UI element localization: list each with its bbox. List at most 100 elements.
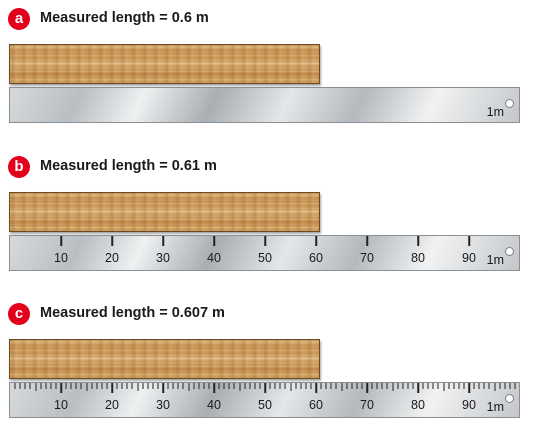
ruler-minor-tick <box>371 383 373 389</box>
ruler-number: 20 <box>105 398 119 412</box>
ruler-minor-tick <box>310 383 312 389</box>
ruler-major-tick <box>60 383 62 393</box>
ruler-minor-tick <box>483 383 485 389</box>
ruler-minor-tick <box>402 383 404 389</box>
ruler-minor-tick <box>142 383 144 389</box>
ruler-minor-tick <box>249 383 251 389</box>
ruler-major-tick <box>111 383 113 393</box>
ruler-minor-tick <box>259 383 261 389</box>
ruler-minor-tick <box>346 383 348 389</box>
ruler-minor-tick <box>325 383 327 389</box>
ruler-minor-tick <box>19 383 21 389</box>
ruler-minor-tick <box>24 383 26 389</box>
ruler-number: 60 <box>309 398 323 412</box>
ruler-minor-tick <box>320 383 322 389</box>
ruler-number: 30 <box>156 398 170 412</box>
ruler-number: 90 <box>462 251 476 265</box>
ruler-minor-tick <box>126 383 128 389</box>
ruler-minor-tick <box>432 383 434 389</box>
ruler-major-tick <box>417 383 419 393</box>
ruler-minor-tick <box>96 383 98 389</box>
ruler-minor-tick <box>335 383 337 389</box>
ruler-minor-tick <box>208 383 210 389</box>
ruler-major-tick <box>264 236 266 246</box>
ruler-minor-tick <box>80 383 82 389</box>
ruler-minor-tick <box>488 383 490 389</box>
ruler-hole <box>505 247 514 256</box>
ruler-minor-tick <box>157 383 159 389</box>
ruler-major-tick <box>366 236 368 246</box>
ruler-minor-tick <box>167 383 169 389</box>
ruler-minor-tick <box>121 383 123 389</box>
metre-ruler: 1m 10 20 30 40 50 60 70 80 90 <box>9 235 520 271</box>
ruler-major-tick <box>213 236 215 246</box>
ruler-number: 10 <box>54 398 68 412</box>
ruler-major-tick <box>162 236 164 246</box>
ruler-number: 50 <box>258 251 272 265</box>
ruler-number: 40 <box>207 398 221 412</box>
panel-badge: a <box>8 8 30 30</box>
ruler-major-tick <box>162 383 164 393</box>
ruler-minor-tick <box>473 383 475 389</box>
ruler-minor-tick <box>351 383 353 389</box>
ruler-minor-tick <box>182 383 184 389</box>
ruler-minor-tick <box>228 383 230 389</box>
wooden-block <box>9 192 320 232</box>
ruler-minor-tick <box>295 383 297 389</box>
ruler-minor-tick <box>29 383 31 389</box>
panel-title: Measured length = 0.61 m <box>40 158 217 174</box>
metre-ruler: 1m <box>9 87 520 123</box>
ruler-hole <box>505 99 514 108</box>
ruler-minor-tick <box>198 383 200 389</box>
panel-badge: c <box>8 303 30 325</box>
ruler-minor-tick <box>269 383 271 389</box>
ruler-minor-tick <box>509 383 511 389</box>
ruler-minor-tick <box>86 383 87 391</box>
ruler-minor-tick <box>279 383 281 389</box>
ruler-major-tick <box>468 236 470 246</box>
ruler-minor-tick <box>172 383 174 389</box>
ruler-minor-tick <box>239 383 240 391</box>
ruler-minor-tick <box>376 383 378 389</box>
ruler-minor-tick <box>137 383 138 391</box>
ruler-minor-tick <box>218 383 220 389</box>
ruler-minor-tick <box>386 383 388 389</box>
ruler-minor-tick <box>300 383 302 389</box>
wooden-block <box>9 339 320 379</box>
ruler-minor-tick <box>40 383 42 389</box>
ruler-minor-tick <box>70 383 72 389</box>
ruler-unit-label: 1m <box>486 105 504 119</box>
ruler-minor-tick <box>407 383 409 389</box>
ruler-minor-tick <box>412 383 414 389</box>
panel-b: b Measured length = 0.61 m 1m 10 20 30 40 50… <box>0 148 537 288</box>
ruler-major-tick <box>417 236 419 246</box>
ruler-minor-tick <box>50 383 52 389</box>
panel-c: c Measured length = 0.607 m 1m 10 20 30 40 5… <box>0 295 537 435</box>
ruler-major-tick <box>60 236 62 246</box>
ruler-number: 20 <box>105 251 119 265</box>
ruler-number: 10 <box>54 251 68 265</box>
ruler-minor-tick <box>290 383 291 391</box>
ruler-minor-tick <box>381 383 383 389</box>
ruler-minor-tick <box>65 383 67 389</box>
ruler-minor-tick <box>422 383 424 389</box>
metre-ruler: 1m 10 20 30 40 50 60 70 80 90 <box>9 382 520 418</box>
ruler-minor-tick <box>116 383 118 389</box>
ruler-minor-tick <box>223 383 225 389</box>
ruler-minor-tick <box>478 383 480 389</box>
ruler-minor-tick <box>341 383 342 391</box>
ruler-major-tick <box>468 383 470 393</box>
ruler-minor-tick <box>193 383 195 389</box>
ruler-unit-label: 1m <box>486 400 504 414</box>
ruler-minor-tick <box>131 383 133 389</box>
panel-a: a Measured length = 0.6 m 1m <box>0 0 537 140</box>
ruler-minor-tick <box>448 383 450 389</box>
ruler-minor-tick <box>494 383 495 391</box>
ruler-number: 70 <box>360 398 374 412</box>
ruler-minor-tick <box>91 383 93 389</box>
ruler-minor-tick <box>14 383 16 389</box>
ruler-major-tick <box>213 383 215 393</box>
ruler-minor-tick <box>284 383 286 389</box>
ruler-minor-tick <box>361 383 363 389</box>
ruler-minor-tick <box>147 383 149 389</box>
